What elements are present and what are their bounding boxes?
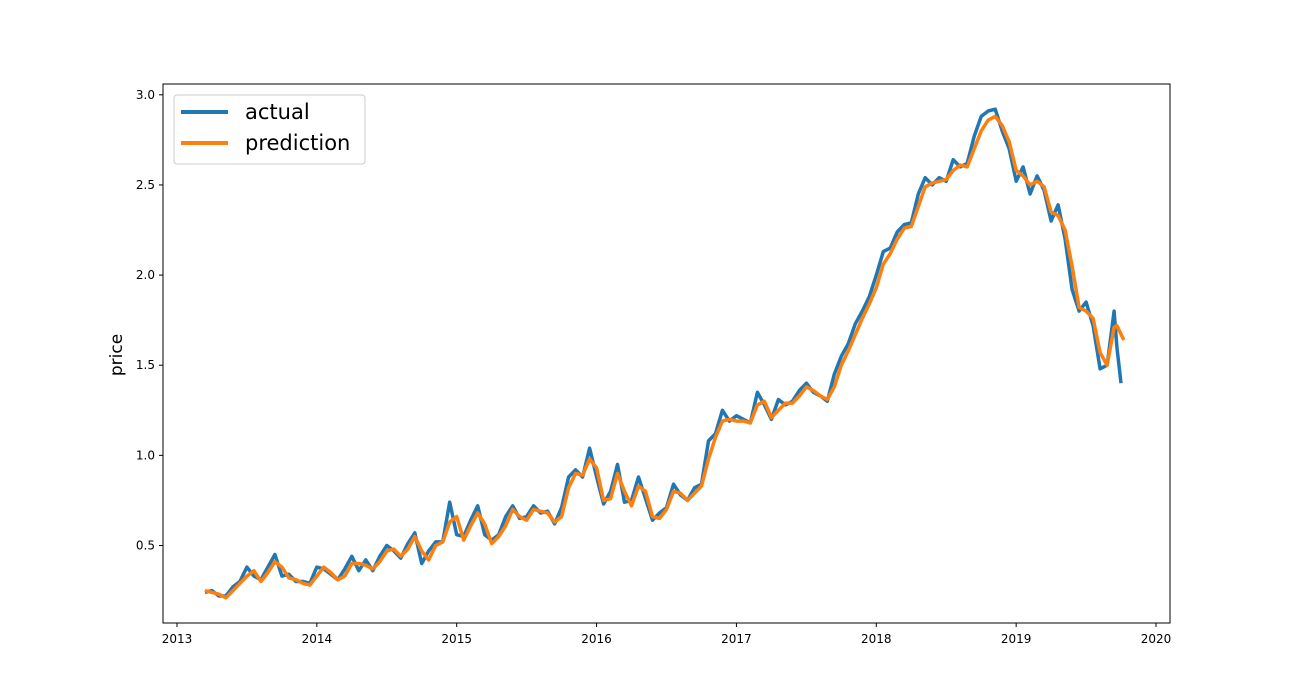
y-tick-label-1.0: 1.0 bbox=[136, 448, 155, 462]
x-tick-label-2013: 2013 bbox=[162, 632, 193, 646]
series-line-prediction bbox=[204, 114, 1126, 600]
y-tick-label-1.5: 1.5 bbox=[136, 358, 155, 372]
y-tick-label-2.0: 2.0 bbox=[136, 268, 155, 282]
legend-label-prediction: prediction bbox=[245, 131, 350, 155]
x-tick-label-2016: 2016 bbox=[581, 632, 612, 646]
series-layer bbox=[204, 107, 1126, 600]
x-tick-label-2020: 2020 bbox=[1141, 632, 1172, 646]
y-tick-label-0.5: 0.5 bbox=[136, 538, 155, 552]
x-axis: 2013 2014 2015 2016 2017 2018 2019 2020 bbox=[162, 623, 1172, 646]
plot-area bbox=[163, 84, 1170, 623]
x-tick-label-2018: 2018 bbox=[861, 632, 892, 646]
y-axis: 0.5 1.0 1.5 2.0 2.5 3.0 bbox=[136, 88, 163, 552]
plot-frame bbox=[162, 83, 1171, 624]
x-tick-label-2019: 2019 bbox=[1001, 632, 1032, 646]
x-tick-label-2014: 2014 bbox=[302, 632, 333, 646]
legend-label-actual: actual bbox=[245, 100, 310, 124]
x-tick-label-2017: 2017 bbox=[721, 632, 752, 646]
x-tick-label-2015: 2015 bbox=[441, 632, 472, 646]
y-tick-label-2.5: 2.5 bbox=[136, 178, 155, 192]
legend: actual prediction bbox=[173, 94, 366, 165]
y-tick-label-3.0: 3.0 bbox=[136, 88, 155, 102]
y-axis-label: price bbox=[107, 334, 127, 376]
